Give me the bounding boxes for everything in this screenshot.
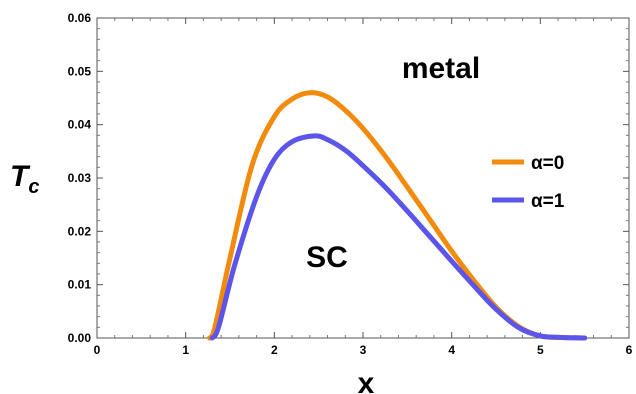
- y-tick-label: 0.02: [68, 224, 92, 238]
- y-axis-title-main: T: [10, 160, 31, 193]
- x-axis-title: x: [358, 367, 375, 394]
- x-tick-label: 4: [448, 343, 455, 357]
- x-tick-label: 6: [626, 343, 633, 357]
- y-tick-label: 0.01: [68, 278, 92, 292]
- series-layer: [207, 90, 588, 341]
- y-tick-label: 0.03: [68, 171, 92, 185]
- series-line-0: [207, 90, 588, 341]
- y-tick-label: 0.04: [68, 118, 92, 132]
- labels-layer: 0 1 2 3 4 5 6 0.00 0.01 0.02 0.03 0.04 0.05 0.06 x Tc me…: [10, 11, 633, 394]
- x-tick-label: 2: [271, 343, 278, 357]
- legend-label-1: α=1: [531, 191, 565, 212]
- y-tick-label: 0.05: [68, 64, 92, 78]
- annotation-sc: SC: [306, 241, 348, 274]
- y-tick-label: 0.00: [68, 331, 92, 345]
- x-tick-label: 1: [182, 343, 189, 357]
- series-line-1: [209, 133, 588, 341]
- x-tick-label: 0: [94, 343, 101, 357]
- x-tick-label: 3: [360, 343, 367, 357]
- y-tick-label: 0.06: [68, 11, 92, 25]
- y-axis-title-subscript: c: [28, 176, 39, 198]
- annotation-metal: metal: [402, 52, 480, 85]
- plot-frame: [96, 17, 630, 339]
- legend-label-0: α=0: [531, 153, 564, 174]
- axes: [96, 17, 630, 339]
- x-tick-label: 5: [537, 343, 544, 357]
- y-axis-title: Tc: [10, 160, 39, 198]
